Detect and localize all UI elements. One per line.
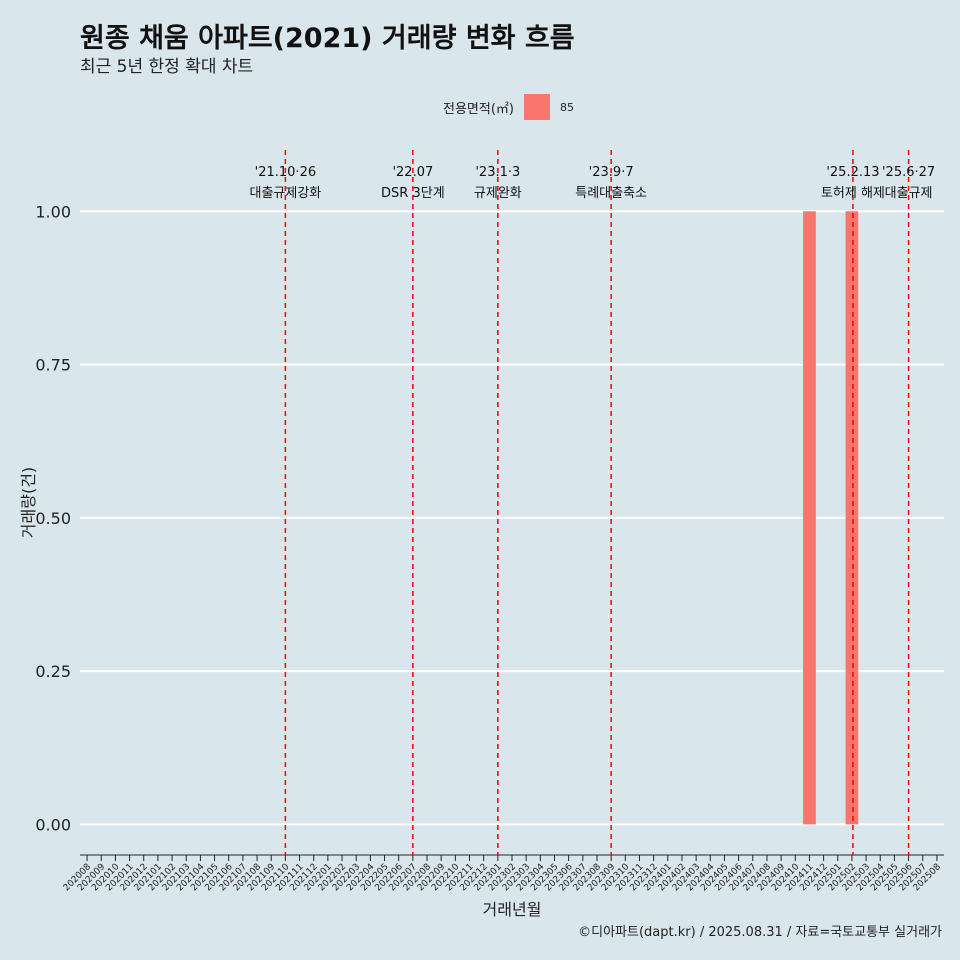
chart-subtitle: 최근 5년 한정 확대 차트	[80, 57, 254, 77]
y-tick-label: 0.75	[35, 356, 71, 375]
bar-202411	[803, 211, 816, 825]
event-date-label: '25.2.13	[826, 165, 879, 180]
event-date-label: '22.07	[392, 165, 433, 180]
y-tick-label: 0.50	[35, 509, 71, 528]
event-name-label: 규제완화	[474, 186, 522, 201]
legend: 전용면적(㎡) 85	[443, 94, 574, 120]
event-name-label: 토허제 해제	[821, 186, 885, 201]
caption: ©디아파트(dapt.kr) / 2025.08.31 / 자료=국토교통부 실…	[578, 925, 942, 940]
event-date-label: '23.1·3	[475, 165, 520, 180]
event-date-label: '23.9·7	[589, 165, 634, 180]
legend-title: 전용면적(㎡)	[443, 101, 514, 117]
bar-202502	[845, 211, 859, 825]
event-name-label: 대출규제	[885, 186, 933, 201]
y-axis-title: 거래량(건)	[19, 467, 38, 538]
event-date-label: '25.6·27	[882, 165, 935, 180]
y-tick-label: 1.00	[35, 202, 71, 221]
legend-label-85: 85	[559, 100, 574, 114]
event-name-label: 대출규제강화	[249, 186, 321, 201]
y-tick-label: 0.00	[35, 815, 71, 834]
legend-key-85	[523, 94, 550, 120]
event-date-label: '21.10·26	[255, 165, 316, 180]
event-name-label: 특례대출축소	[575, 186, 647, 201]
y-tick-label: 0.25	[35, 662, 71, 681]
chart-title: 원종 채움 아파트(2021) 거래량 변화 흐름	[80, 23, 575, 54]
x-axis-title: 거래년월	[483, 900, 542, 919]
event-name-label: DSR 3단계	[381, 186, 445, 201]
